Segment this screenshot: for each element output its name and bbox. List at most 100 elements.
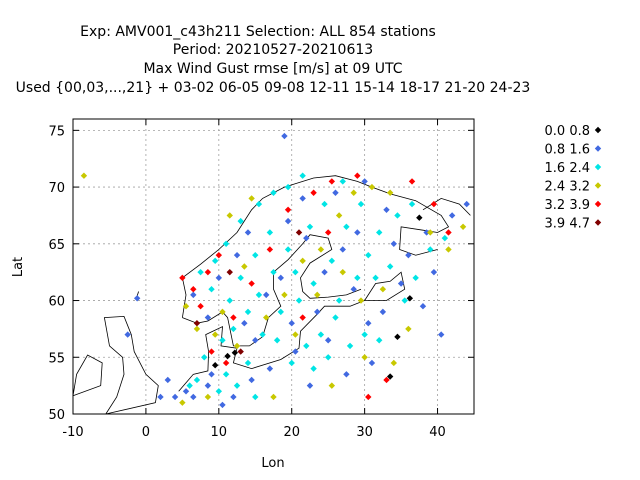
data-point [233,251,241,259]
data-point [277,274,284,282]
data-point [299,257,306,265]
data-point [259,331,266,338]
legend-marker [594,182,602,189]
data-point [211,362,219,369]
data-point [248,376,255,384]
legend-marker [594,219,602,226]
data-point [441,234,449,242]
data-point [215,388,223,395]
data-point [310,280,317,287]
data-point [292,268,299,276]
data-point [354,172,361,179]
coastline-segment [182,234,362,347]
data-point [244,308,252,316]
legend-label: 0.8 1.6 [545,143,590,158]
coastline-map [72,175,471,415]
data-point [343,223,350,230]
data-point [179,274,186,282]
data-point [317,331,325,338]
data-point [419,303,427,310]
coastline-segment [181,175,450,318]
data-point [284,217,292,225]
x-tick-label: 30 [356,425,373,440]
data-point [248,280,255,287]
data-point [222,359,230,367]
data-point [390,240,397,248]
data-point [281,291,288,299]
data-point [383,206,390,213]
data-point [365,393,372,401]
data-point [405,251,412,259]
data-point [321,268,328,276]
data-point [222,240,230,248]
data-point [182,303,190,310]
data-point [324,337,332,344]
data-point [248,195,255,202]
data-point [365,251,372,259]
data-point [281,132,288,140]
data-point [386,373,394,380]
data-point [328,382,336,389]
data-point [328,257,336,265]
data-point [310,189,317,196]
data-point [350,189,357,196]
data-point [215,251,223,259]
data-point [182,388,190,395]
data-point [252,337,259,344]
legend: 0.0 0.8 0.8 1.6 1.6 2.4 2.4 3.2 3.2 3.9 3.9 4… [545,124,602,232]
data-point [437,331,445,338]
data-point [270,189,277,196]
coastline-segment [364,271,406,301]
data-point [365,320,372,327]
data-point [133,295,141,302]
data-point [317,246,325,253]
data-point [263,314,270,321]
data-point [230,314,237,321]
data-point [332,189,339,196]
data-point [295,297,303,304]
data-point [171,393,179,401]
data-point [186,382,193,389]
data-point [321,200,328,208]
data-point [230,325,237,333]
data-point [310,365,317,372]
data-point [204,314,212,321]
data-point [368,359,376,367]
data-point [390,359,397,367]
data-point [266,246,274,253]
data-point [416,214,423,221]
data-point [277,308,284,316]
data-point [406,295,414,302]
data-point [211,257,219,265]
data-point [237,217,244,225]
data-point [226,297,233,304]
data-point [303,342,310,350]
legend-label: 3.9 4.7 [545,217,590,232]
y-axis-label: Lat [11,257,26,277]
data-point [328,178,336,185]
legend-marker [594,145,602,152]
data-point [190,291,197,299]
data-point [361,178,368,185]
data-point [270,393,277,401]
x-axis-label: Lon [261,456,284,471]
legend-marker [594,200,602,208]
data-point [383,376,390,384]
legend-marker [594,126,602,134]
data-point [350,285,357,293]
data-point [266,229,274,236]
data-point [361,354,368,361]
data-point [224,352,231,360]
data-point [193,376,201,384]
data-point [124,331,131,338]
data-point [193,320,201,327]
data-point [463,200,470,208]
data-point [208,285,215,293]
data-point [201,354,208,361]
data-point [273,337,281,344]
data-point [354,274,361,282]
data-point [219,401,226,409]
data-point [394,333,401,341]
data-point [204,268,212,276]
data-points [80,132,470,409]
